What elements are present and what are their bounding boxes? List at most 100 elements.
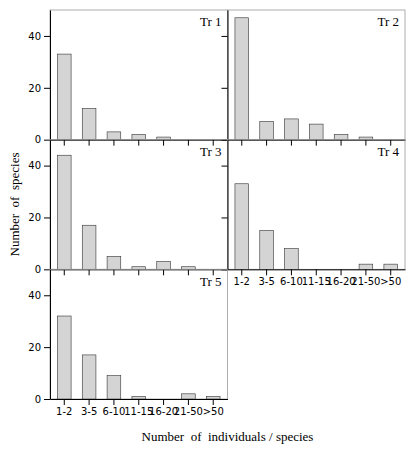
y-tick-mark <box>44 347 50 348</box>
y-tick: 40 <box>28 160 50 171</box>
y-tick: 40 <box>28 31 50 42</box>
panel: 1-23-56-1011-1516-2021-50>50Tr 4 <box>222 140 406 288</box>
x-tick <box>188 269 189 275</box>
x-tick-label: 3-5 <box>258 276 274 287</box>
x-tick <box>163 269 164 275</box>
x-tick: 1-2 <box>56 399 72 417</box>
y-tick: 20 <box>28 212 50 223</box>
y-tick-mark <box>222 36 228 37</box>
bar <box>235 18 249 140</box>
x-tick <box>113 140 114 146</box>
x-tick-mark <box>163 399 164 405</box>
bars <box>57 316 220 399</box>
bar <box>107 132 121 140</box>
y-tick: 20 <box>28 83 50 94</box>
x-tick-mark <box>266 269 267 275</box>
x-tick-mark <box>188 140 189 146</box>
x-tick-mark <box>89 399 90 405</box>
x-tick-mark <box>390 269 391 275</box>
x-axis: 1-23-56-1011-1516-2021-50>50 <box>228 269 406 287</box>
y-tick-mark <box>222 217 228 218</box>
x-tick-mark <box>291 140 292 146</box>
y-tick: 20 <box>28 342 50 353</box>
x-tick-label: >50 <box>380 276 401 287</box>
x-tick-mark <box>188 269 189 275</box>
y-tick-mark <box>44 399 50 400</box>
x-tick-label: 21-50 <box>351 276 380 287</box>
y-tick <box>222 217 228 218</box>
x-tick-mark <box>241 140 242 146</box>
x-tick-mark <box>89 140 90 146</box>
bars <box>235 18 373 140</box>
y-tick-mark <box>44 166 50 167</box>
x-tick-mark <box>365 269 366 275</box>
y-tick-mark <box>44 295 50 296</box>
x-tick-mark <box>138 269 139 275</box>
x-tick <box>64 140 65 146</box>
x-tick-label: 3-5 <box>81 406 97 417</box>
y-axis-line <box>50 140 51 270</box>
panel: 020401-23-56-1011-1516-2021-50>50Tr 5 <box>28 269 228 417</box>
x-tick <box>113 269 114 275</box>
bar <box>57 316 71 399</box>
x-tick <box>163 140 164 146</box>
x-tick-mark <box>64 140 65 146</box>
y-axis: 02040 <box>28 270 50 405</box>
x-tick-mark <box>163 269 164 275</box>
x-tick-mark <box>316 269 317 275</box>
x-tick: 3-5 <box>81 399 97 417</box>
bar <box>260 230 274 269</box>
y-tick-mark <box>222 166 228 167</box>
x-tick <box>89 140 90 146</box>
bar <box>334 134 348 139</box>
x-tick <box>266 140 267 146</box>
y-tick-mark <box>44 36 50 37</box>
x-tick-mark <box>213 399 214 405</box>
panel-title: Tr 1 <box>200 14 222 29</box>
bar <box>82 109 96 140</box>
chart-svg: 02040Tr 1Number of speciesTr 202040Tr 31… <box>0 0 415 457</box>
x-tick-mark <box>188 399 189 405</box>
x-tick-mark <box>341 140 342 146</box>
bars <box>235 184 398 270</box>
y-tick-mark <box>44 140 50 141</box>
x-tick-mark <box>163 140 164 146</box>
x-tick <box>64 269 65 275</box>
y-tick-mark <box>222 88 228 89</box>
bar <box>132 396 146 399</box>
plot-frame <box>228 140 406 270</box>
bar <box>285 249 299 270</box>
bar <box>82 355 96 399</box>
y-tick-label: 40 <box>28 31 41 42</box>
x-tick <box>138 269 139 275</box>
x-tick-mark <box>89 269 90 275</box>
y-tick-label: 0 <box>35 134 41 145</box>
y-tick: 0 <box>35 134 50 145</box>
x-tick: 6-10 <box>103 399 126 417</box>
y-axis <box>222 11 229 141</box>
y-tick-mark <box>44 88 50 89</box>
x-tick <box>341 140 342 146</box>
y-tick-label: 0 <box>35 394 41 405</box>
x-tick-mark <box>241 269 242 275</box>
x-tick-label: 1-2 <box>234 276 250 287</box>
panel: 0 20 40 Tr 1 <box>28 10 228 146</box>
x-tick <box>291 140 292 146</box>
x-tick: 1-2 <box>234 269 250 287</box>
y-axis-line <box>50 270 51 400</box>
y-tick-mark <box>44 217 50 218</box>
x-tick-mark <box>291 269 292 275</box>
y-tick <box>222 36 228 37</box>
x-tick-mark <box>138 140 139 146</box>
y-axis <box>222 140 229 270</box>
x-tick <box>365 140 366 146</box>
x-tick-mark <box>341 269 342 275</box>
x-tick: >50 <box>380 269 401 287</box>
x-axis-title: Number of individuals / species <box>142 429 314 444</box>
bar <box>107 376 121 399</box>
bar <box>384 264 398 269</box>
x-tick <box>241 140 242 146</box>
x-axis: 1-23-56-1011-1516-2021-50>50 <box>51 399 229 417</box>
bar <box>260 122 274 140</box>
x-tick-mark <box>365 140 366 146</box>
